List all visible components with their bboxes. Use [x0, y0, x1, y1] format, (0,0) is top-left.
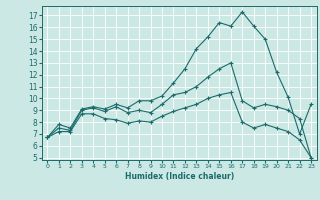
X-axis label: Humidex (Indice chaleur): Humidex (Indice chaleur) — [124, 172, 234, 181]
